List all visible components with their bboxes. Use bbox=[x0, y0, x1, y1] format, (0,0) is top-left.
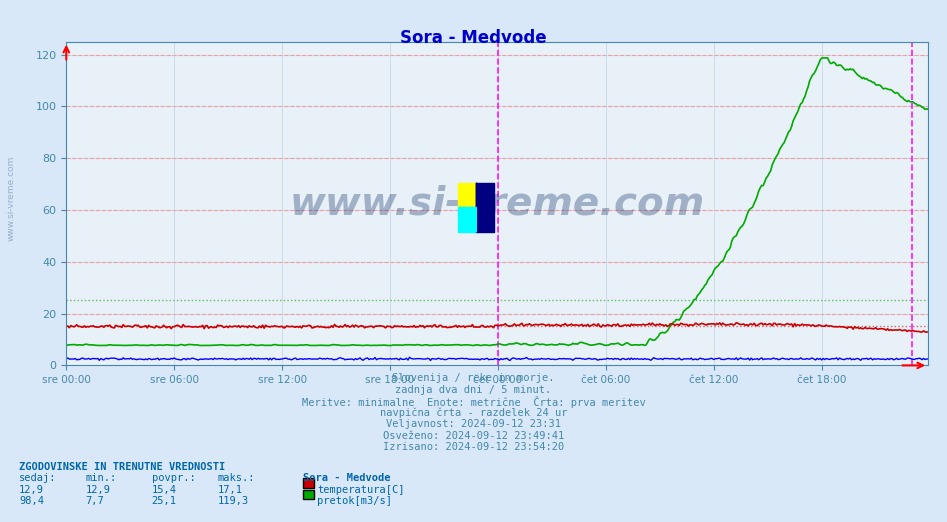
Text: www.si-vreme.com: www.si-vreme.com bbox=[290, 185, 705, 222]
Text: Slovenija / reke in morje.: Slovenija / reke in morje. bbox=[392, 373, 555, 383]
Text: 7,7: 7,7 bbox=[85, 496, 104, 506]
Bar bbox=[458, 183, 476, 208]
Text: zadnja dva dni / 5 minut.: zadnja dva dni / 5 minut. bbox=[396, 385, 551, 395]
Text: navpična črta - razdelek 24 ur: navpična črta - razdelek 24 ur bbox=[380, 408, 567, 418]
Polygon shape bbox=[458, 208, 476, 232]
Bar bbox=[458, 208, 476, 232]
Text: 12,9: 12,9 bbox=[85, 485, 110, 495]
Text: 17,1: 17,1 bbox=[218, 485, 242, 495]
Text: 12,9: 12,9 bbox=[19, 485, 44, 495]
Text: 98,4: 98,4 bbox=[19, 496, 44, 506]
Text: 119,3: 119,3 bbox=[218, 496, 249, 506]
Text: maks.:: maks.: bbox=[218, 473, 256, 483]
Polygon shape bbox=[476, 183, 494, 232]
Text: Sora - Medvode: Sora - Medvode bbox=[401, 29, 546, 46]
Text: Meritve: minimalne  Enote: metrične  Črta: prva meritev: Meritve: minimalne Enote: metrične Črta:… bbox=[302, 396, 645, 408]
Text: Osveženo: 2024-09-12 23:49:41: Osveženo: 2024-09-12 23:49:41 bbox=[383, 431, 564, 441]
Text: sedaj:: sedaj: bbox=[19, 473, 57, 483]
Text: Izrisano: 2024-09-12 23:54:20: Izrisano: 2024-09-12 23:54:20 bbox=[383, 442, 564, 452]
Text: 25,1: 25,1 bbox=[152, 496, 176, 506]
Text: Sora - Medvode: Sora - Medvode bbox=[303, 473, 390, 483]
Text: www.si-vreme.com: www.si-vreme.com bbox=[7, 156, 16, 241]
Text: min.:: min.: bbox=[85, 473, 116, 483]
Text: pretok[m3/s]: pretok[m3/s] bbox=[317, 496, 392, 506]
Text: Veljavnost: 2024-09-12 23:31: Veljavnost: 2024-09-12 23:31 bbox=[386, 419, 561, 429]
Text: ZGODOVINSKE IN TRENUTNE VREDNOSTI: ZGODOVINSKE IN TRENUTNE VREDNOSTI bbox=[19, 462, 225, 472]
Bar bbox=[476, 183, 494, 232]
Text: povpr.:: povpr.: bbox=[152, 473, 195, 483]
Text: 15,4: 15,4 bbox=[152, 485, 176, 495]
Text: temperatura[C]: temperatura[C] bbox=[317, 485, 404, 495]
